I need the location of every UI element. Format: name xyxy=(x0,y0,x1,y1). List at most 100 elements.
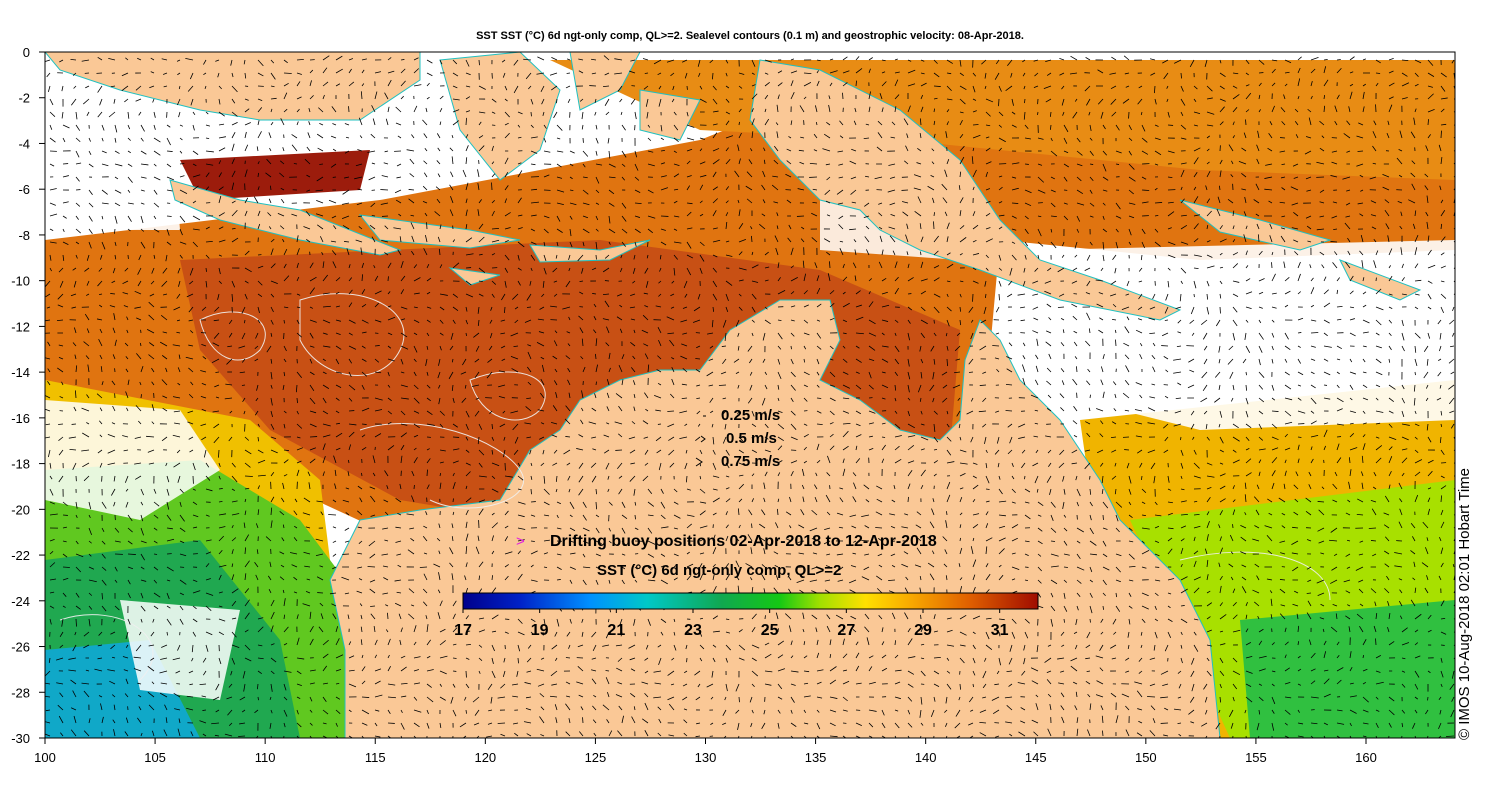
velocity-arrow xyxy=(1283,483,1286,490)
velocity-arrow xyxy=(1347,250,1351,256)
velocity-arrow xyxy=(602,318,610,321)
velocity-arrow xyxy=(803,641,806,646)
velocity-arrow xyxy=(1439,536,1442,542)
velocity-arrow xyxy=(266,345,272,353)
velocity-arrow xyxy=(906,133,909,139)
velocity-arrow xyxy=(348,384,356,391)
velocity-arrow xyxy=(1151,383,1156,386)
velocity-arrow xyxy=(1348,481,1351,490)
velocity-arrow xyxy=(1102,527,1108,530)
velocity-arrow xyxy=(1388,306,1393,310)
velocity-arrow xyxy=(1388,423,1393,428)
velocity-arrow xyxy=(73,406,77,412)
velocity-arrow xyxy=(1401,263,1404,269)
velocity-arrow xyxy=(510,356,519,360)
velocity-arrow xyxy=(465,546,468,555)
velocity-arrow xyxy=(465,449,470,453)
velocity-arrow xyxy=(565,355,571,360)
velocity-arrow xyxy=(400,345,409,350)
velocity-arrow xyxy=(309,410,317,414)
velocity-arrow xyxy=(829,345,834,350)
velocity-arrow xyxy=(124,98,129,103)
velocity-arrow xyxy=(1398,521,1403,529)
velocity-arrow xyxy=(686,175,692,178)
velocity-arrow xyxy=(203,59,207,65)
velocity-arrow xyxy=(686,124,695,128)
velocity-arrow xyxy=(1193,525,1201,529)
velocity-arrow xyxy=(1359,626,1364,633)
velocity-arrow xyxy=(1388,384,1396,390)
velocity-arrow xyxy=(1200,319,1208,325)
velocity-arrow xyxy=(162,331,168,334)
velocity-arrow xyxy=(1245,614,1248,620)
velocity-arrow xyxy=(877,120,883,126)
velocity-arrow xyxy=(504,575,509,581)
velocity-arrow xyxy=(959,119,963,126)
velocity-arrow xyxy=(179,540,185,544)
velocity-arrow xyxy=(213,423,220,429)
velocity-arrow xyxy=(894,445,900,451)
velocity-arrow xyxy=(438,572,441,581)
velocity-arrow xyxy=(296,59,304,61)
velocity-arrow xyxy=(733,535,740,542)
velocity-arrow xyxy=(296,81,301,87)
velocity-arrow xyxy=(786,199,792,204)
velocity-arrow xyxy=(1297,273,1301,282)
velocity-arrow xyxy=(901,563,909,568)
velocity-arrow xyxy=(1232,449,1237,453)
velocity-arrow xyxy=(1050,618,1054,627)
velocity-arrow xyxy=(369,486,376,490)
velocity-arrow xyxy=(1345,261,1351,269)
velocity-arrow xyxy=(174,422,181,425)
velocity-arrow xyxy=(316,500,324,503)
velocity-arrow xyxy=(101,215,104,220)
velocity-arrow xyxy=(1448,384,1455,390)
velocity-arrow xyxy=(591,631,597,638)
velocity-arrow xyxy=(449,345,454,351)
velocity-arrow xyxy=(1336,443,1340,451)
velocity-arrow xyxy=(1414,210,1417,217)
velocity-arrow xyxy=(591,475,597,483)
velocity-arrow xyxy=(153,176,161,181)
velocity-arrow xyxy=(322,410,329,415)
velocity-arrow xyxy=(1258,332,1264,340)
velocity-arrow xyxy=(58,423,64,425)
velocity-arrow xyxy=(762,332,766,341)
velocity-arrow xyxy=(85,85,90,89)
velocity-arrow xyxy=(517,539,525,542)
velocity-arrow xyxy=(140,241,146,249)
velocity-arrow xyxy=(595,202,600,205)
velocity-arrow xyxy=(842,397,850,400)
velocity-arrow xyxy=(881,627,884,633)
velocity-arrow xyxy=(153,189,158,195)
velocity-arrow xyxy=(1141,241,1145,249)
velocity-arrow xyxy=(426,458,431,464)
velocity-arrow xyxy=(1061,644,1065,647)
velocity-arrow xyxy=(725,212,729,217)
velocity-arrow xyxy=(621,553,626,556)
velocity-arrow xyxy=(58,356,64,360)
velocity-arrow xyxy=(907,483,911,490)
velocity-arrow xyxy=(1297,67,1301,74)
velocity-arrow xyxy=(280,118,285,126)
velocity-arrow xyxy=(1050,241,1057,249)
velocity-arrow xyxy=(283,614,286,620)
velocity-arrow xyxy=(1307,240,1312,243)
velocity-arrow xyxy=(387,421,392,425)
velocity-arrow xyxy=(738,223,744,230)
velocity-arrow xyxy=(1063,150,1069,154)
velocity-arrow xyxy=(1032,293,1039,296)
velocity-arrow xyxy=(1165,293,1169,301)
velocity-arrow xyxy=(1245,472,1252,477)
velocity-arrow xyxy=(920,332,926,339)
velocity-arrow xyxy=(1256,158,1260,165)
velocity-arrow xyxy=(354,176,363,180)
velocity-arrow xyxy=(745,563,753,568)
velocity-arrow xyxy=(306,578,311,581)
velocity-arrow xyxy=(671,378,675,386)
velocity-arrow xyxy=(1426,423,1429,431)
velocity-arrow xyxy=(580,356,584,360)
velocity-arrow xyxy=(452,59,458,65)
velocity-arrow xyxy=(1310,397,1317,405)
velocity-arrow xyxy=(153,514,159,519)
